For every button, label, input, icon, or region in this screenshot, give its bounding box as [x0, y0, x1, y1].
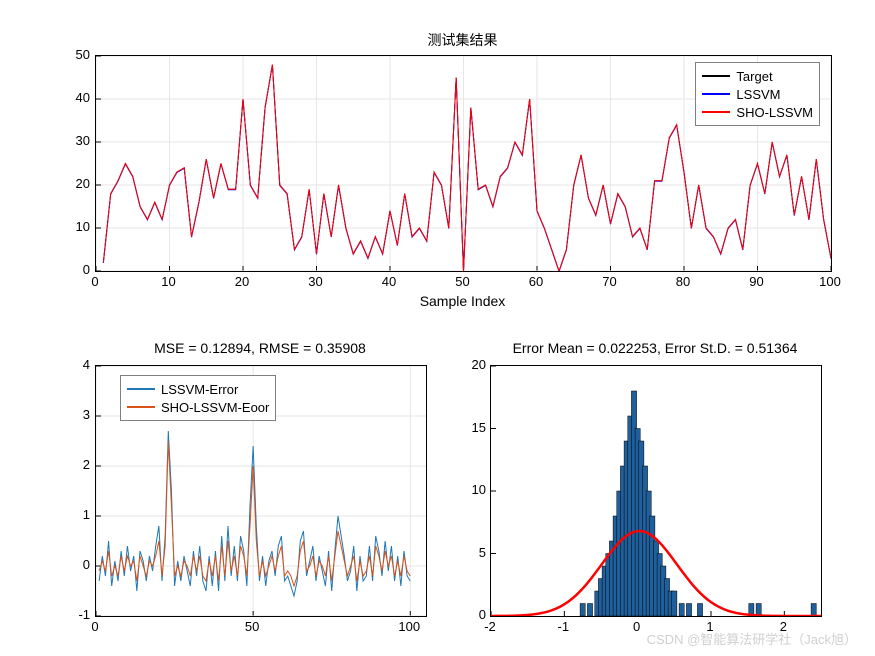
legend-bl: LSSVM-ErrorSHO-LSSVM-Eoor [120, 375, 276, 421]
br-title: Error Mean = 0.022253, Error St.D. = 0.5… [475, 340, 835, 356]
legend-top: TargetLSSVMSHO-LSSVM [695, 62, 820, 126]
top-title: 测试集结果 [95, 30, 830, 50]
watermark: CSDN @智能算法研学社（Jack旭） [647, 629, 857, 648]
chart-bottom-right [490, 365, 822, 617]
top-xlabel: Sample Index [95, 293, 830, 309]
figure: 测试集结果 0102030405060708090100 01020304050… [0, 0, 875, 656]
bl-title: MSE = 0.12894, RMSE = 0.35908 [95, 340, 425, 356]
